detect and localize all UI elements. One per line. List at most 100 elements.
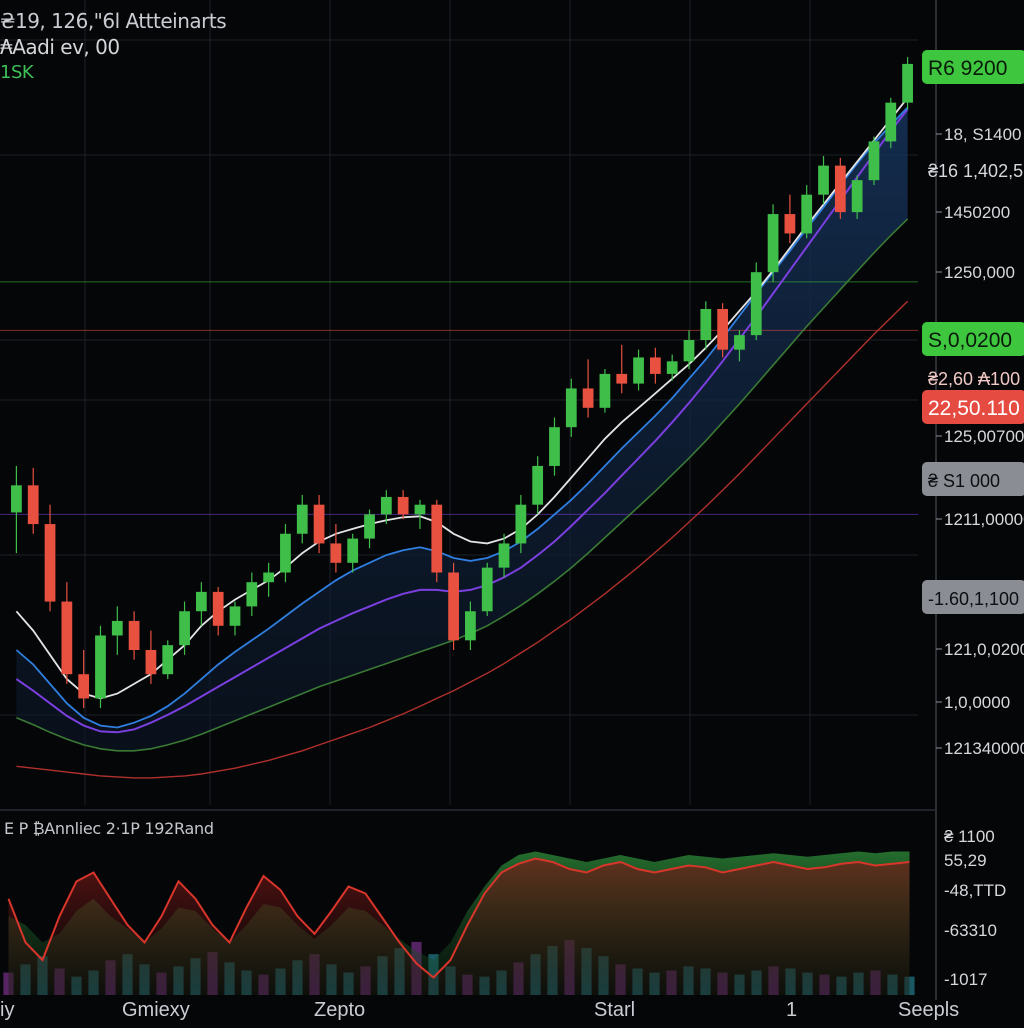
header-line-3: 1SK	[0, 62, 34, 83]
moving-average-lines	[15, 97, 909, 779]
candle-body	[834, 165, 846, 213]
ma-red-line	[16, 300, 909, 779]
header-line-1: ₴19, 126,"6l Attteinarts	[0, 9, 227, 33]
candle-body	[330, 543, 342, 563]
candle-body	[784, 214, 796, 234]
candle-body	[414, 504, 426, 515]
price-tag-bg	[922, 50, 1024, 84]
x-axis-label: iy	[0, 999, 14, 1021]
candle-body	[380, 496, 392, 515]
candle-body	[397, 496, 409, 515]
candle-body	[565, 388, 577, 428]
x-axis-label: Gmiexy	[122, 999, 190, 1021]
candle-body	[801, 194, 813, 234]
axis-label: 1,0,0000	[944, 693, 1010, 712]
candle-body	[95, 635, 106, 699]
candle-body	[465, 611, 476, 641]
axis-label: 121,0,0200	[944, 640, 1024, 659]
candle-body	[818, 165, 829, 195]
candlesticks	[11, 57, 913, 709]
candle-body	[195, 591, 207, 612]
candle-body	[27, 485, 39, 525]
candle-body	[44, 524, 56, 602]
candle-body	[549, 427, 560, 466]
axis-label: 1250,000	[944, 263, 1015, 282]
candle-body	[11, 485, 22, 513]
candle-body	[263, 572, 275, 583]
axis-label: 18, S1400	[944, 125, 1022, 144]
candle-body	[128, 620, 140, 650]
candle-body	[767, 214, 779, 273]
time-axis: iy Gmiexy Zepto Starl 1 Seepls	[0, 999, 959, 1021]
x-axis-label: Starl	[594, 999, 635, 1021]
price-tag-label: R6 9200	[928, 57, 1007, 80]
candle-body	[649, 357, 661, 374]
candle-body	[616, 373, 628, 384]
candle-body	[532, 465, 544, 505]
indicator-axis-label: 55,29	[944, 851, 987, 870]
candle-body	[515, 504, 527, 544]
candle-body	[246, 582, 258, 607]
axis-label: 1450200	[944, 203, 1010, 222]
candle-body	[145, 650, 157, 675]
candle-body	[902, 63, 913, 103]
axis-label: 1211,00000	[944, 510, 1024, 529]
price-tag-bg	[922, 322, 1024, 356]
candle-body	[61, 601, 73, 675]
indicator-axis-label: ₴ 1100	[944, 827, 995, 846]
candle-body	[700, 309, 712, 340]
ma-band-fill	[16, 107, 908, 751]
ma-green-line	[16, 218, 909, 752]
candle-body	[229, 606, 241, 626]
indicator-pane	[3, 851, 915, 995]
candle-body	[162, 645, 174, 675]
chart-header: ₴19, 126,"6l Attteinarts ₳Aadi ev, 00 1S…	[0, 8, 227, 86]
candle-body	[481, 567, 493, 612]
indicator-axis-label: -63310	[944, 921, 997, 940]
candle-body	[666, 361, 678, 374]
axis-label: 121340000	[944, 739, 1024, 758]
price-tag-label: ₴ S1 000	[928, 471, 1000, 491]
axis-label: 125,00700	[944, 427, 1024, 446]
candle-body	[851, 180, 863, 213]
ma-purple-line	[15, 108, 909, 734]
indicator-red-line	[7, 857, 910, 979]
candle-body	[683, 340, 695, 362]
candle-body	[78, 674, 90, 699]
indicator-axis-label: -1017	[944, 970, 987, 989]
candle-body	[717, 309, 729, 350]
candle-body	[296, 504, 308, 534]
x-axis-label: Seepls	[898, 999, 959, 1021]
price-tags: R6 9200 ₴16 1,402,56 S,0,0200 ₴2,60 ₳100 22,…	[922, 50, 1024, 614]
candle-body	[868, 141, 880, 181]
candle-body	[448, 572, 459, 641]
candle-body	[179, 611, 190, 646]
candle-body	[431, 504, 443, 573]
indicator-red-fill	[8, 858, 910, 995]
header-line-2: ₳Aadi ev, 00	[0, 35, 120, 59]
price-tag-bg	[922, 580, 1024, 614]
price-axis: 18, S1400 1450200 1250,000 125,00700 1211,00…	[936, 125, 1024, 989]
price-tag-label: S,0,0200	[928, 329, 1012, 352]
price-tag-label: -1.60,1,100	[928, 589, 1019, 609]
candle-body	[364, 514, 375, 539]
candle-body	[599, 373, 611, 408]
candle-body	[498, 543, 510, 568]
candle-body	[280, 533, 291, 573]
candle-body	[885, 102, 897, 142]
grid-lines	[0, 0, 937, 1000]
price-tag-label: ₴2,60 ₳100	[928, 369, 1020, 389]
indicator-axis-label: -48,TTD	[944, 881, 1006, 900]
ma-area-fill	[16, 107, 908, 751]
candle-body	[750, 272, 762, 336]
price-tag-bg	[922, 390, 1024, 424]
x-axis-label: Zepto	[314, 999, 365, 1021]
candle-body	[111, 620, 123, 636]
price-tag-bg	[922, 462, 1024, 496]
candle-body	[313, 504, 325, 544]
candle-body	[582, 388, 594, 408]
x-axis-label: 1	[786, 999, 797, 1021]
price-tag-label: ₴16 1,402,56	[928, 161, 1024, 181]
